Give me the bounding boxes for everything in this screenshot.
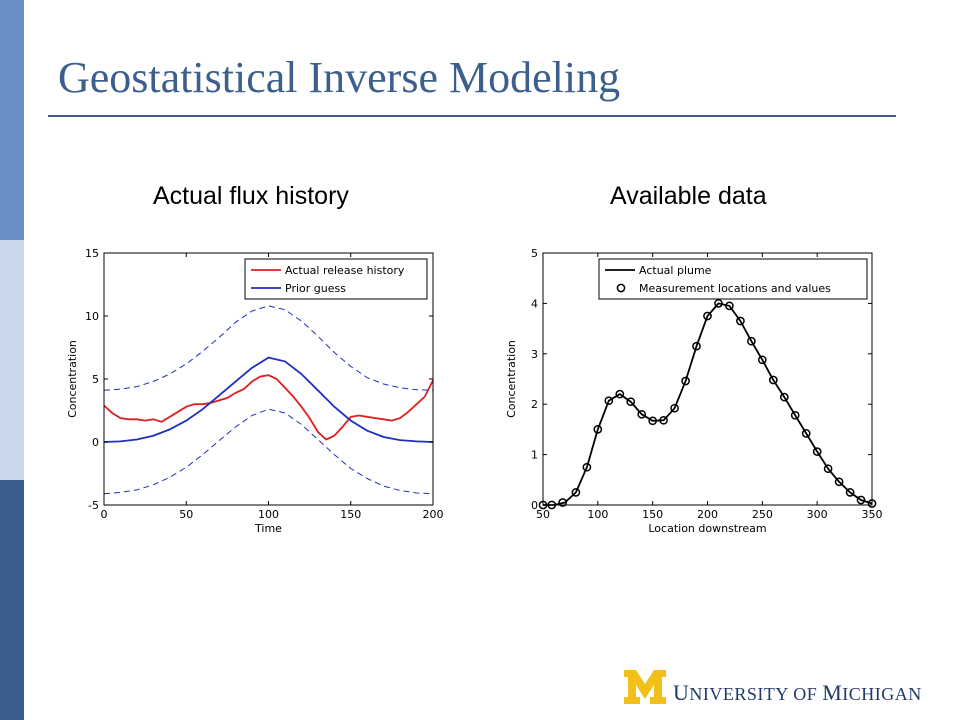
y-tick-label: 1 (531, 449, 538, 462)
data-point (834, 477, 844, 487)
data-point (856, 495, 866, 505)
legend-label: Measurement locations and values (639, 282, 831, 295)
x-axis-label: Time (254, 522, 282, 535)
y-tick-label: 3 (531, 348, 538, 361)
legend-box (598, 258, 868, 300)
x-tick-label: 200 (697, 508, 718, 521)
logo-wordmark: UNIVERSITY OF MICHIGAN (673, 680, 922, 705)
data-point (725, 301, 734, 311)
data-point (593, 425, 603, 434)
x-tick-label: 150 (340, 508, 361, 521)
data-point (779, 392, 789, 402)
y-tick-label: 15 (85, 247, 99, 260)
legend-marker (616, 283, 626, 293)
legend-label: Actual release history (285, 264, 405, 277)
data-point (757, 355, 767, 365)
slide-title: Geostatistical Inverse Modeling (58, 53, 621, 102)
data-point (558, 498, 568, 507)
series-line (543, 302, 873, 506)
data-point (659, 415, 668, 425)
y-tick-label: 5 (92, 373, 99, 386)
x-tick-label: 50 (179, 508, 193, 521)
university-logo: UNIVERSITY OF MICHIGAN (623, 670, 922, 704)
title-divider (48, 115, 896, 117)
x-tick-label: 150 (642, 508, 663, 521)
data-point (714, 299, 723, 308)
legend-box (244, 258, 428, 300)
y-tick-label: 10 (85, 310, 99, 323)
y-axis-label: Concentration (66, 340, 79, 418)
x-tick-label: 350 (862, 508, 883, 521)
bound-line (103, 305, 434, 391)
bound-line (103, 408, 434, 495)
block-m-icon (624, 670, 666, 704)
y-tick-label: 4 (531, 297, 538, 310)
data-point (801, 429, 811, 438)
y-tick-label: 0 (531, 499, 538, 512)
data-point (736, 316, 745, 326)
chart-title-right: Available data (610, 182, 767, 210)
side-bar-middle (0, 240, 24, 480)
y-tick-label: 2 (531, 398, 538, 411)
data-point (703, 311, 712, 321)
data-point (670, 403, 679, 413)
series-line (103, 356, 434, 443)
data-point (823, 464, 833, 474)
data-point (604, 396, 614, 406)
x-axis-label: Location downstream (648, 522, 766, 535)
data-point (637, 409, 647, 419)
y-tick-label: -5 (88, 499, 99, 512)
data-point (692, 341, 701, 351)
y-tick-label: 5 (531, 247, 538, 260)
side-bar-top (0, 0, 24, 240)
legend-label: Prior guess (285, 282, 346, 295)
y-tick-label: 0 (92, 436, 99, 449)
x-tick-label: 0 (101, 508, 108, 521)
data-point (681, 376, 690, 386)
data-point (615, 389, 625, 399)
x-tick-label: 250 (752, 508, 773, 521)
y-axis-label: Concentration (505, 340, 518, 418)
data-point (747, 336, 756, 346)
x-tick-label: 100 (258, 508, 279, 521)
series-line (103, 374, 434, 441)
data-point (626, 397, 636, 407)
data-point (648, 416, 658, 426)
side-bar-bottom (0, 480, 24, 720)
x-tick-label: 100 (587, 508, 608, 521)
data-point (768, 375, 778, 385)
chart-title-left: Actual flux history (153, 182, 349, 210)
x-tick-label: 200 (423, 508, 444, 521)
data-point (582, 462, 592, 472)
x-tick-label: 300 (807, 508, 828, 521)
data-point (845, 488, 855, 497)
data-point (571, 488, 581, 497)
legend-label: Actual plume (639, 264, 712, 277)
data-point (790, 410, 800, 420)
x-tick-label: 50 (536, 508, 550, 521)
data-point (812, 447, 822, 456)
